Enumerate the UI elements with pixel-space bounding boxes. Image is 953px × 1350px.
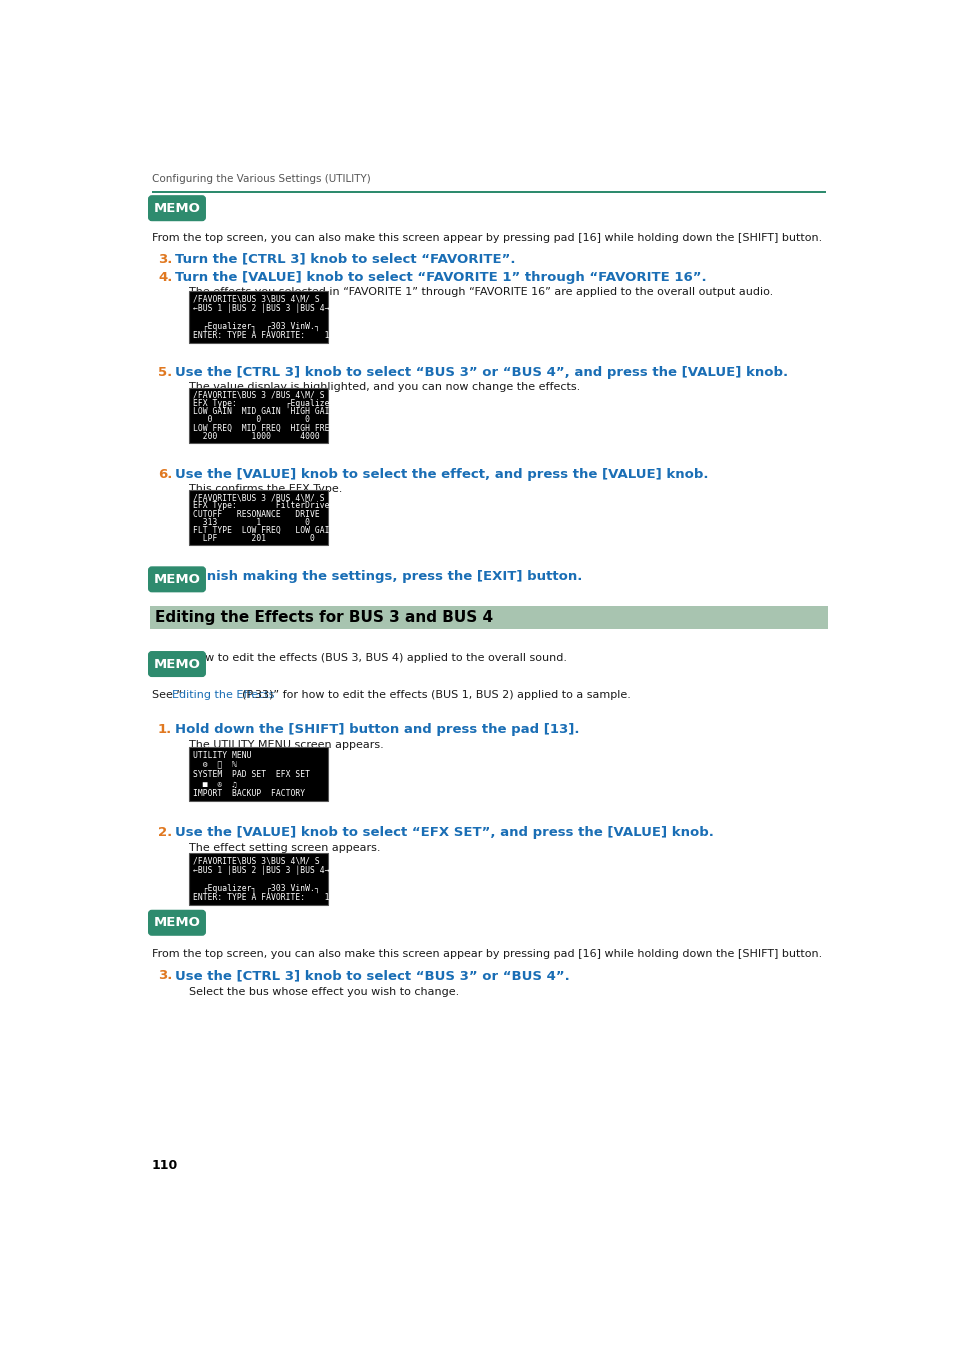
Bar: [189, 747, 328, 801]
Text: 5.: 5.: [158, 366, 172, 379]
FancyBboxPatch shape: [149, 567, 205, 591]
Text: The value display is highlighted, and you can now change the effects.: The value display is highlighted, and yo…: [189, 382, 579, 393]
Text: Use the [VALUE] knob to select the effect, and press the [VALUE] knob.: Use the [VALUE] knob to select the effec…: [174, 468, 708, 482]
FancyBboxPatch shape: [149, 910, 205, 936]
Text: Select the bus whose effect you wish to change.: Select the bus whose effect you wish to …: [189, 987, 458, 998]
Text: The effects you selected in “FAVORITE 1” through “FAVORITE 16” are applied to th: The effects you selected in “FAVORITE 1”…: [189, 286, 773, 297]
Text: LOW GAIN  MID GAIN  HIGH GAIN: LOW GAIN MID GAIN HIGH GAIN: [193, 408, 334, 416]
Text: 3.: 3.: [158, 252, 172, 266]
Text: CUTOFF   RESONANCE   DRIVE: CUTOFF RESONANCE DRIVE: [193, 509, 334, 518]
Bar: [152, 190, 825, 193]
Text: 200       1000      4000: 200 1000 4000: [193, 432, 329, 440]
Text: 1.: 1.: [158, 722, 172, 736]
Text: The effect setting screen appears.: The effect setting screen appears.: [189, 842, 380, 853]
Bar: [189, 290, 328, 343]
Text: Hold down the [SHIFT] button and press the pad [13].: Hold down the [SHIFT] button and press t…: [174, 722, 578, 736]
Text: Use the [CTRL 3] knob to select “BUS 3” or “BUS 4”.: Use the [CTRL 3] knob to select “BUS 3” …: [174, 969, 569, 981]
Text: ■  ✇  ♫: ■ ✇ ♫: [193, 780, 305, 788]
Text: ENTER: TYPE A FAVORITE:    1: ENTER: TYPE A FAVORITE: 1: [193, 894, 329, 902]
Text: Editing the Effects: Editing the Effects: [172, 690, 274, 701]
Text: Editing the Effects for BUS 3 and BUS 4: Editing the Effects for BUS 3 and BUS 4: [154, 610, 493, 625]
Text: To finish making the settings, press the [EXIT] button.: To finish making the settings, press the…: [174, 570, 582, 583]
Text: 313        1         0: 313 1 0: [193, 518, 334, 526]
Text: /FAVORITE\BUS 3 /BUS 4\M/ S: /FAVORITE\BUS 3 /BUS 4\M/ S: [193, 493, 324, 502]
Text: EFX Type:          ┌Equalizer┐: EFX Type: ┌Equalizer┐: [193, 398, 338, 408]
Text: /FAVORITE\BUS 3 /BUS 4\M/ S: /FAVORITE\BUS 3 /BUS 4\M/ S: [193, 390, 324, 400]
Text: UTILITY MENU: UTILITY MENU: [193, 751, 334, 760]
Text: 0         0         0: 0 0 0: [193, 416, 329, 424]
Bar: [150, 606, 827, 629]
Bar: [189, 853, 328, 905]
Text: MEMO: MEMO: [153, 572, 200, 586]
Text: ←BUS 1 │BUS 2 │BUS 3 │BUS 4→: ←BUS 1 │BUS 2 │BUS 3 │BUS 4→: [193, 865, 329, 875]
Text: EFX Type:        FilterDrive: EFX Type: FilterDrive: [193, 501, 334, 510]
Text: ENTER: TYPE A FAVORITE:    1: ENTER: TYPE A FAVORITE: 1: [193, 331, 329, 340]
FancyBboxPatch shape: [149, 196, 205, 220]
Text: MEMO: MEMO: [153, 657, 200, 671]
Text: LOW FREQ  MID FREQ  HIGH FREQ: LOW FREQ MID FREQ HIGH FREQ: [193, 424, 334, 432]
Text: See “: See “: [152, 690, 182, 701]
Text: ⚙  ☰  ℕ: ⚙ ☰ ℕ: [193, 760, 305, 770]
Text: 4.: 4.: [158, 271, 172, 285]
Text: ←BUS 1 │BUS 2 │BUS 3 │BUS 4→: ←BUS 1 │BUS 2 │BUS 3 │BUS 4→: [193, 304, 329, 313]
Text: 110: 110: [152, 1160, 178, 1172]
Text: 7.: 7.: [158, 570, 172, 583]
Text: FLT TYPE  LOW FREQ   LOW GAIN: FLT TYPE LOW FREQ LOW GAIN: [193, 526, 334, 535]
Text: From the top screen, you can also make this screen appear by pressing pad [16] w: From the top screen, you can also make t…: [152, 232, 821, 243]
Text: ┌Equalizer┐  ┌303 VinW.┐: ┌Equalizer┐ ┌303 VinW.┐: [193, 884, 319, 894]
Text: ┌Equalizer┐  ┌303 VinW.┐: ┌Equalizer┐ ┌303 VinW.┐: [193, 321, 319, 331]
Text: IMPORT  BACKUP  FACTORY: IMPORT BACKUP FACTORY: [193, 790, 334, 798]
Text: Use the [CTRL 3] knob to select “BUS 3” or “BUS 4”, and press the [VALUE] knob.: Use the [CTRL 3] knob to select “BUS 3” …: [174, 366, 787, 379]
Text: /FAVORITE\BUS 3\BUS 4\M/ S: /FAVORITE\BUS 3\BUS 4\M/ S: [193, 856, 319, 865]
Text: 3.: 3.: [158, 969, 172, 981]
Text: LPF       201         0: LPF 201 0: [193, 535, 329, 543]
Text: Turn the [VALUE] knob to select “FAVORITE 1” through “FAVORITE 16”.: Turn the [VALUE] knob to select “FAVORIT…: [174, 271, 706, 285]
Text: SYSTEM  PAD SET  EFX SET: SYSTEM PAD SET EFX SET: [193, 769, 334, 779]
Text: /FAVORITE\BUS 3\BUS 4\M/ S: /FAVORITE\BUS 3\BUS 4\M/ S: [193, 294, 319, 304]
Text: Turn the [CTRL 3] knob to select “FAVORITE”.: Turn the [CTRL 3] knob to select “FAVORI…: [174, 252, 515, 266]
Text: Press the [BUS FX] button while holding down the [VALUE] knob to temporarily byp: Press the [BUS FX] button while holding …: [152, 606, 798, 616]
Bar: [189, 387, 328, 443]
Text: From the top screen, you can also make this screen appear by pressing pad [16] w: From the top screen, you can also make t…: [152, 949, 821, 958]
Text: This confirms the EFX Type.: This confirms the EFX Type.: [189, 483, 342, 494]
FancyBboxPatch shape: [149, 652, 205, 676]
Text: The UTILITY MENU screen appears.: The UTILITY MENU screen appears.: [189, 740, 383, 749]
Text: Configuring the Various Settings (UTILITY): Configuring the Various Settings (UTILIT…: [152, 174, 370, 184]
Text: 6.: 6.: [158, 468, 172, 482]
Text: 2.: 2.: [158, 826, 172, 838]
Text: MEMO: MEMO: [153, 201, 200, 215]
Text: Here’s how to edit the effects (BUS 3, BUS 4) applied to the overall sound.: Here’s how to edit the effects (BUS 3, B…: [152, 653, 566, 663]
Text: MEMO: MEMO: [153, 917, 200, 929]
Text: (P.33)” for how to edit the effects (BUS 1, BUS 2) applied to a sample.: (P.33)” for how to edit the effects (BUS…: [241, 690, 630, 701]
Text: Use the [VALUE] knob to select “EFX SET”, and press the [VALUE] knob.: Use the [VALUE] knob to select “EFX SET”…: [174, 826, 713, 838]
Bar: [189, 490, 328, 545]
